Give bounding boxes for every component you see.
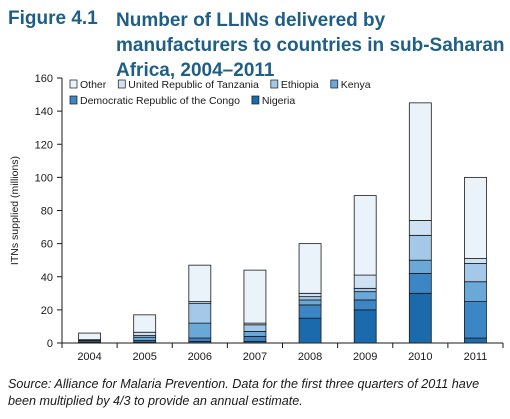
legend-swatch [330,79,339,89]
legend-swatch [270,79,279,89]
bar-segment [188,337,212,342]
legend-label: United Republic of Tanzania [128,79,259,91]
bar-segment [464,258,487,264]
bar-segment [188,302,212,324]
y-axis-title: ITNs supplied (millions) [9,156,21,265]
bar-segment [298,299,322,306]
figure-header: Figure 4.1 Number of LLINs delivered by … [8,6,508,81]
bar-segment [353,287,377,293]
bar-segment [188,264,212,302]
bar-segment [464,281,487,302]
legend-swatch [251,95,260,105]
bar-segment [408,234,432,261]
bar-segment [464,337,487,344]
bar-segment [408,292,432,344]
bar-segment [408,220,432,236]
bar-segment [133,314,157,333]
x-tick-label: 2004 [77,351,101,363]
x-tick-label: 2010 [408,351,432,363]
bar-segment [243,269,267,324]
bar-segment [353,299,377,311]
legend-label: Nigeria [262,95,295,107]
y-tick-label: 0 [47,338,53,350]
bar-segment [298,296,322,301]
legend-swatch [69,95,78,105]
legend-label: Ethiopia [281,79,319,91]
y-tick-label: 20 [41,305,53,317]
bar-segment [298,243,322,294]
bar-segment [353,195,377,276]
y-tick-label: 100 [35,172,53,184]
bar-segment [353,274,377,289]
bar-segment [298,304,322,319]
x-tick-label: 2005 [132,351,156,363]
bar-segment [298,292,322,298]
bar-segment [353,291,377,301]
y-tick-label: 140 [35,106,53,118]
legend-label: Other [80,79,107,91]
legend-label: Kenya [341,79,371,91]
bar-segment [78,332,101,341]
bar-segment [243,324,267,332]
figure-title: Number of LLINs delivered by manufacture… [116,10,505,81]
legend-swatch [117,79,126,89]
legend-swatch [69,79,78,89]
bar-segment [408,273,432,294]
y-tick-label: 80 [41,206,53,218]
bar-segment [133,336,157,341]
bar-segment [298,317,322,344]
bar-segment [408,259,432,274]
x-tick-label: 2009 [353,351,377,363]
bar-segment [133,331,157,336]
x-tick-label: 2008 [298,351,322,363]
stacked-bar-chart: 0 20 40 60 80 100 120 140 160 ITNs supplied (mill… [9,73,504,363]
y-tick-label: 40 [41,272,53,284]
y-tick-label: 60 [41,239,53,251]
bar-segment [464,263,487,283]
chart-axes: 0 20 40 60 80 100 120 140 160 ITNs supplied (mill… [9,73,504,363]
chart-legend: Other United Republic of Tanzania Ethiopia… [69,79,371,107]
x-tick-label: 2006 [188,351,212,363]
chart-bars [78,102,487,344]
x-tick-label: 2011 [464,351,488,363]
bar-segment [353,309,377,344]
bar-segment [464,176,487,259]
bar-segment [188,322,212,339]
x-tick-label: 2007 [243,351,267,363]
figure-number: Figure 4.1 [8,8,98,29]
bar-segment [408,102,432,221]
bar-segment [243,335,267,342]
bar-segment [464,301,487,339]
y-tick-label: 120 [35,139,53,151]
legend-label: Democratic Republic of the Congo [80,95,240,107]
figure-source-note: Source: Alliance for Malaria Prevention.… [8,377,480,408]
y-tick-label: 160 [35,73,53,85]
bar-segment [243,331,267,337]
